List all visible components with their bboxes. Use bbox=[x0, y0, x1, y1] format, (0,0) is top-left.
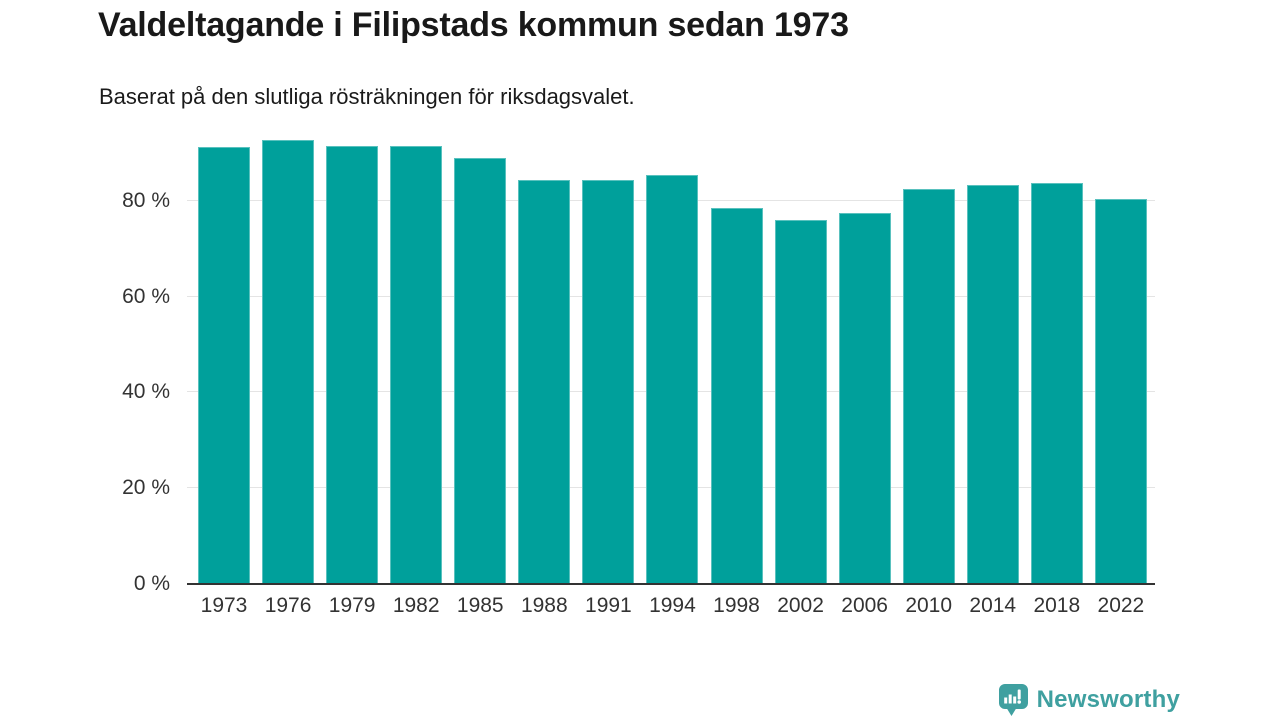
x-tick-2014: 2014 bbox=[969, 594, 1017, 617]
brand-name: Newsworthy bbox=[1036, 686, 1180, 713]
x-tick-1994: 1994 bbox=[649, 594, 696, 617]
y-axis-tick-labels: 0 % 20 % 40 % 60 % 80 % bbox=[0, 105, 170, 594]
bar-1973 bbox=[198, 146, 250, 584]
y-tick-60: 60 % bbox=[122, 284, 170, 308]
y-tick-40: 40 % bbox=[122, 380, 170, 404]
x-tick-2022: 2022 bbox=[1097, 594, 1145, 617]
bar-1985 bbox=[454, 157, 507, 584]
bar-1979 bbox=[326, 145, 379, 584]
bar-2014 bbox=[966, 185, 1019, 584]
x-axis-line bbox=[187, 583, 1155, 585]
x-tick-2018: 2018 bbox=[1033, 594, 1081, 617]
chart-title: Valdeltagande i Filipstads kommun sedan … bbox=[98, 6, 849, 44]
y-tick-20: 20 % bbox=[122, 476, 170, 500]
y-tick-80: 80 % bbox=[122, 188, 170, 212]
y-tick-0: 0 % bbox=[133, 572, 170, 595]
bar-2022 bbox=[1094, 198, 1147, 584]
x-tick-1982: 1982 bbox=[392, 594, 440, 617]
bar-2018 bbox=[1030, 182, 1083, 584]
plot-area bbox=[187, 105, 1155, 585]
x-tick-1988: 1988 bbox=[520, 594, 568, 617]
x-tick-1976: 1976 bbox=[264, 594, 312, 617]
x-axis-tick-labels: 1973 1976 1979 1982 1985 1988 1991 1994 1998 2002… bbox=[187, 594, 1155, 618]
bar-1976 bbox=[262, 139, 315, 584]
x-tick-1985: 1985 bbox=[456, 594, 504, 617]
bar-1994 bbox=[646, 175, 699, 584]
x-tick-2010: 2010 bbox=[905, 594, 953, 617]
x-tick-1979: 1979 bbox=[328, 594, 376, 617]
bar-1991 bbox=[582, 179, 635, 584]
bar-1998 bbox=[710, 208, 763, 584]
chart-subtitle: Baserat på den slutliga rösträkningen fö… bbox=[99, 84, 635, 109]
newsworthy-logo-icon bbox=[998, 684, 1028, 716]
bar-series bbox=[187, 105, 1155, 584]
x-tick-1991: 1991 bbox=[585, 594, 632, 617]
bar-1988 bbox=[518, 179, 571, 584]
branding-footer: Newsworthy bbox=[998, 684, 1180, 716]
bar-2010 bbox=[902, 188, 955, 584]
bar-2002 bbox=[774, 219, 827, 584]
x-tick-2002: 2002 bbox=[777, 594, 824, 617]
x-tick-1973: 1973 bbox=[200, 594, 248, 617]
x-tick-1998: 1998 bbox=[713, 594, 760, 617]
bar-2006 bbox=[838, 213, 891, 584]
x-tick-2006: 2006 bbox=[841, 594, 888, 617]
bar-1982 bbox=[390, 145, 443, 584]
